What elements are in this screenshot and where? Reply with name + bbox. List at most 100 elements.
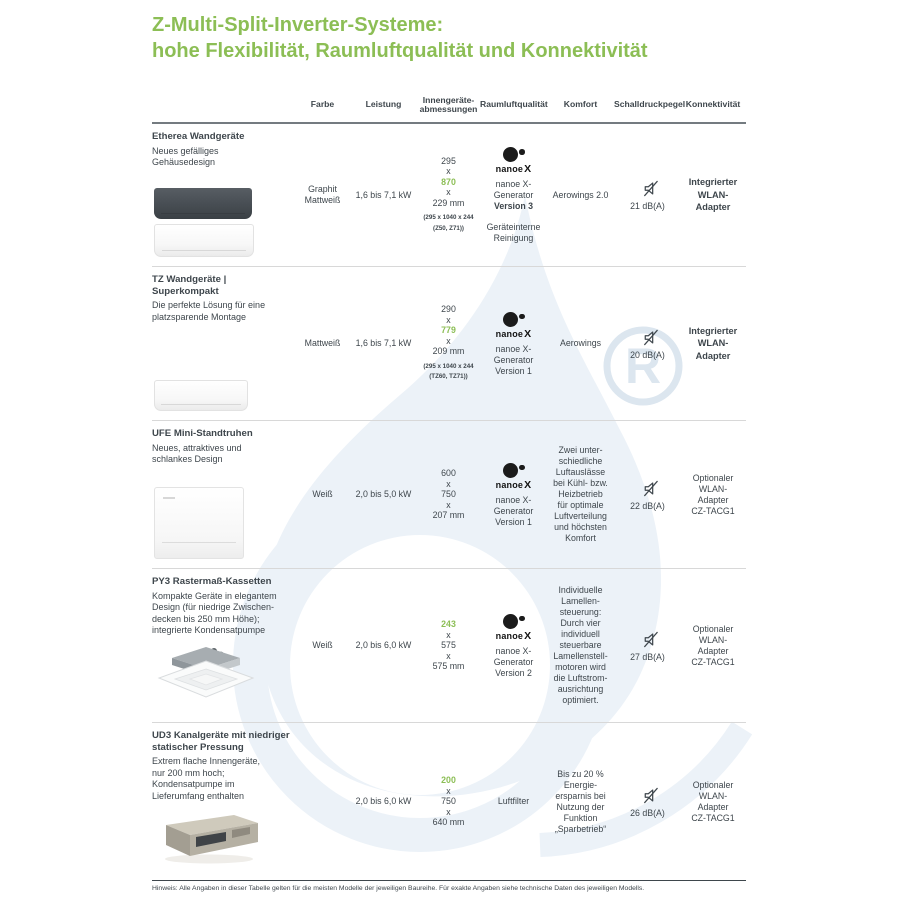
product-cell: UFE Mini-Standtruhen Neues, attraktives …	[152, 421, 295, 568]
dimensions-note: (295 x 1040 x 244 (TZ60, TZ71))	[423, 362, 474, 381]
product-image-ud3	[152, 810, 295, 871]
nanoe-version: Version 3	[493, 201, 534, 211]
product-title: Etherea Wandgeräte	[152, 131, 245, 142]
muted-speaker-icon	[643, 180, 658, 197]
highlighted-dimension: 243	[441, 619, 456, 630]
leistung-value: 2,0 bis 6,0 kW	[355, 640, 412, 650]
highlighted-dimension: 870	[441, 176, 456, 187]
header-raumluftqualitaet: Raumluftqualität	[480, 99, 548, 110]
duct-unit-image	[165, 815, 258, 864]
page-content: Z-Multi-Split-Inverter-Systeme: hohe Fle…	[152, 0, 746, 893]
nanoe-x-logo-icon: nanoeX	[496, 146, 532, 175]
header-abmessungen: Innengeräte- abmessungen	[419, 94, 478, 114]
dimensions-note: (295 x 1040 x 244 (Z50, Z71))	[423, 214, 474, 232]
schalldruckpegel-value: 26 dB(A)	[614, 785, 681, 819]
nanoe-blob-icon	[499, 146, 527, 164]
registered-trademark-icon: R	[603, 326, 683, 406]
product-image-ufe	[152, 487, 295, 559]
table-row-ufe: UFE Mini-Standtruhen Neues, attraktives …	[152, 421, 746, 569]
product-description: Die perfekte Lösung für eine platzsparen…	[152, 300, 266, 322]
schalldruckpegel-value: 22 dB(A)	[614, 478, 681, 512]
schalldruckpegel-value: 27 dB(A)	[614, 629, 681, 663]
product-cell: TZ Wandgeräte | Superkompakt Die perfekt…	[152, 267, 295, 420]
konnektivitaet-value: Optionaler WLAN- Adapter CZ-TACG1	[691, 623, 735, 667]
header-farbe: Farbe	[310, 99, 335, 110]
product-image-py3	[152, 644, 295, 713]
footer-note: Hinweis: Alle Angaben in dieser Tabelle …	[152, 880, 746, 893]
highlighted-dimension: 779	[441, 325, 456, 336]
schalldruckpegel-value: 21 dB(A)	[614, 178, 681, 212]
wall-unit-white	[154, 380, 248, 411]
header-komfort: Komfort	[563, 99, 598, 110]
raumluftqualitaet-value: nanoeX nanoe X- Generator Version 3 Gerä…	[480, 146, 547, 244]
leistung-value: 2,0 bis 6,0 kW	[355, 796, 412, 806]
product-description: Neues, attraktives und schlankes Design	[152, 442, 242, 465]
farbe-value: Mattweiß	[304, 338, 341, 348]
product-description: Neues gefälliges Gehäusedesign	[152, 145, 219, 168]
abmessungen-value: 600 x 750 x 207 mm	[432, 468, 465, 521]
raumluftqualitaet-value: nanoeX nanoe X- Generator Version 1	[480, 311, 547, 377]
table-header-row: Farbe Leistung Innengeräte- abmessungen …	[152, 88, 746, 124]
muted-speaker-icon	[643, 329, 658, 345]
floor-console-white	[154, 487, 244, 559]
muted-speaker-icon	[643, 787, 658, 803]
product-description: Kompakte Geräte in elegantem Design (für…	[152, 590, 277, 636]
nanoe-version: Version 2	[495, 667, 532, 678]
leistung-value: 1,6 bis 7,1 kW	[355, 189, 412, 200]
header-leistung: Leistung	[365, 99, 402, 110]
komfort-value: Bis zu 20 % Energie- ersparnis bei Nutzu…	[554, 768, 607, 834]
header-schalldruckpegel: Schalldruckpegel	[614, 99, 686, 110]
page-title: Z-Multi-Split-Inverter-Systeme: hohe Fle…	[152, 14, 648, 62]
table-row-ud3: UD3 Kanalgeräte mit niedriger statischer…	[152, 723, 746, 880]
nanoe-blob-icon	[499, 613, 527, 631]
nanoe-blob-icon	[499, 311, 527, 329]
muted-speaker-icon	[643, 631, 658, 647]
nanoe-x-logo-icon: nanoeX	[496, 311, 532, 340]
konnektivitaet-value: Integrierter WLAN- Adapter	[688, 325, 738, 361]
wall-unit-white	[154, 224, 254, 257]
nanoe-x-logo-icon: nanoeX	[496, 462, 532, 491]
leistung-value: 1,6 bis 7,1 kW	[355, 338, 412, 348]
raumluftqualitaet-value: nanoeX nanoe X- Generator Version 1	[480, 462, 547, 528]
konnektivitaet-value: Optionaler WLAN- Adapter CZ-TACG1	[691, 779, 735, 823]
farbe-value: Weiß	[312, 489, 333, 499]
header-konnektivitaet: Konnektivität	[685, 99, 741, 110]
schalldruckpegel-value: 20 dB(A)	[614, 327, 681, 361]
farbe-value: Weiß	[312, 640, 333, 650]
komfort-value: Aerowings 2.0	[552, 189, 609, 200]
komfort-value: Aerowings	[559, 338, 602, 348]
wall-unit-graphite	[154, 188, 252, 219]
table-row-etherea: Etherea Wandgeräte Neues gefälliges Gehä…	[152, 124, 746, 267]
product-description: Extrem flache Innengeräte, nur 200 mm ho…	[152, 756, 261, 801]
nanoe-x-logo-icon: nanoeX	[496, 613, 532, 642]
abmessungen-value: 290 x 779 x 209 mm (295 x 1040 x 244 (TZ…	[417, 304, 480, 383]
raumluftqualitaet-value: Luftfilter	[497, 796, 530, 806]
product-title: PY3 Rastermaß-Kassetten	[152, 576, 272, 587]
farbe-value: Graphit Mattweiß	[304, 184, 341, 205]
raumluftqualitaet-value: nanoeX nanoe X- Generator Version 2	[480, 613, 547, 679]
svg-text:R: R	[625, 338, 661, 394]
abmessungen-value: 200 x 750 x 640 mm	[432, 775, 465, 828]
product-image-etherea	[152, 188, 295, 257]
konnektivitaet-value: Integrierter WLAN- Adapter	[688, 177, 738, 213]
abmessungen-value: 243 x 575 x 575 mm	[432, 619, 465, 672]
ceiling-cassette-image	[157, 647, 255, 698]
raumluft-extra: Geräteinterne Reinigung	[486, 222, 541, 243]
product-title: UFE Mini-Standtruhen	[152, 428, 253, 439]
nanoe-version: Version 1	[495, 516, 532, 527]
product-cell: Etherea Wandgeräte Neues gefälliges Gehä…	[152, 124, 295, 266]
nanoe-blob-icon	[499, 462, 527, 480]
muted-speaker-icon	[643, 480, 658, 496]
konnektivitaet-value: Optionaler WLAN- Adapter CZ-TACG1	[691, 472, 735, 516]
table-row-py3: PY3 Rastermaß-Kassetten Kompakte Geräte …	[152, 569, 746, 723]
product-image-tz	[152, 380, 295, 411]
highlighted-dimension: 200	[441, 775, 456, 786]
table-row-tz: TZ Wandgeräte | Superkompakt Die perfekt…	[152, 267, 746, 421]
komfort-value: Individuelle Lamellen- steuerung: Durch …	[553, 585, 608, 705]
product-cell: UD3 Kanalgeräte mit niedriger statischer…	[152, 723, 295, 880]
product-title: UD3 Kanalgeräte mit niedriger statischer…	[152, 730, 290, 753]
nanoe-version: Version 1	[495, 365, 532, 376]
abmessungen-value: 295 x 870 x 229 mm (295 x 1040 x 244 (Z5…	[417, 156, 480, 235]
product-cell: PY3 Rastermaß-Kassetten Kompakte Geräte …	[152, 569, 295, 722]
